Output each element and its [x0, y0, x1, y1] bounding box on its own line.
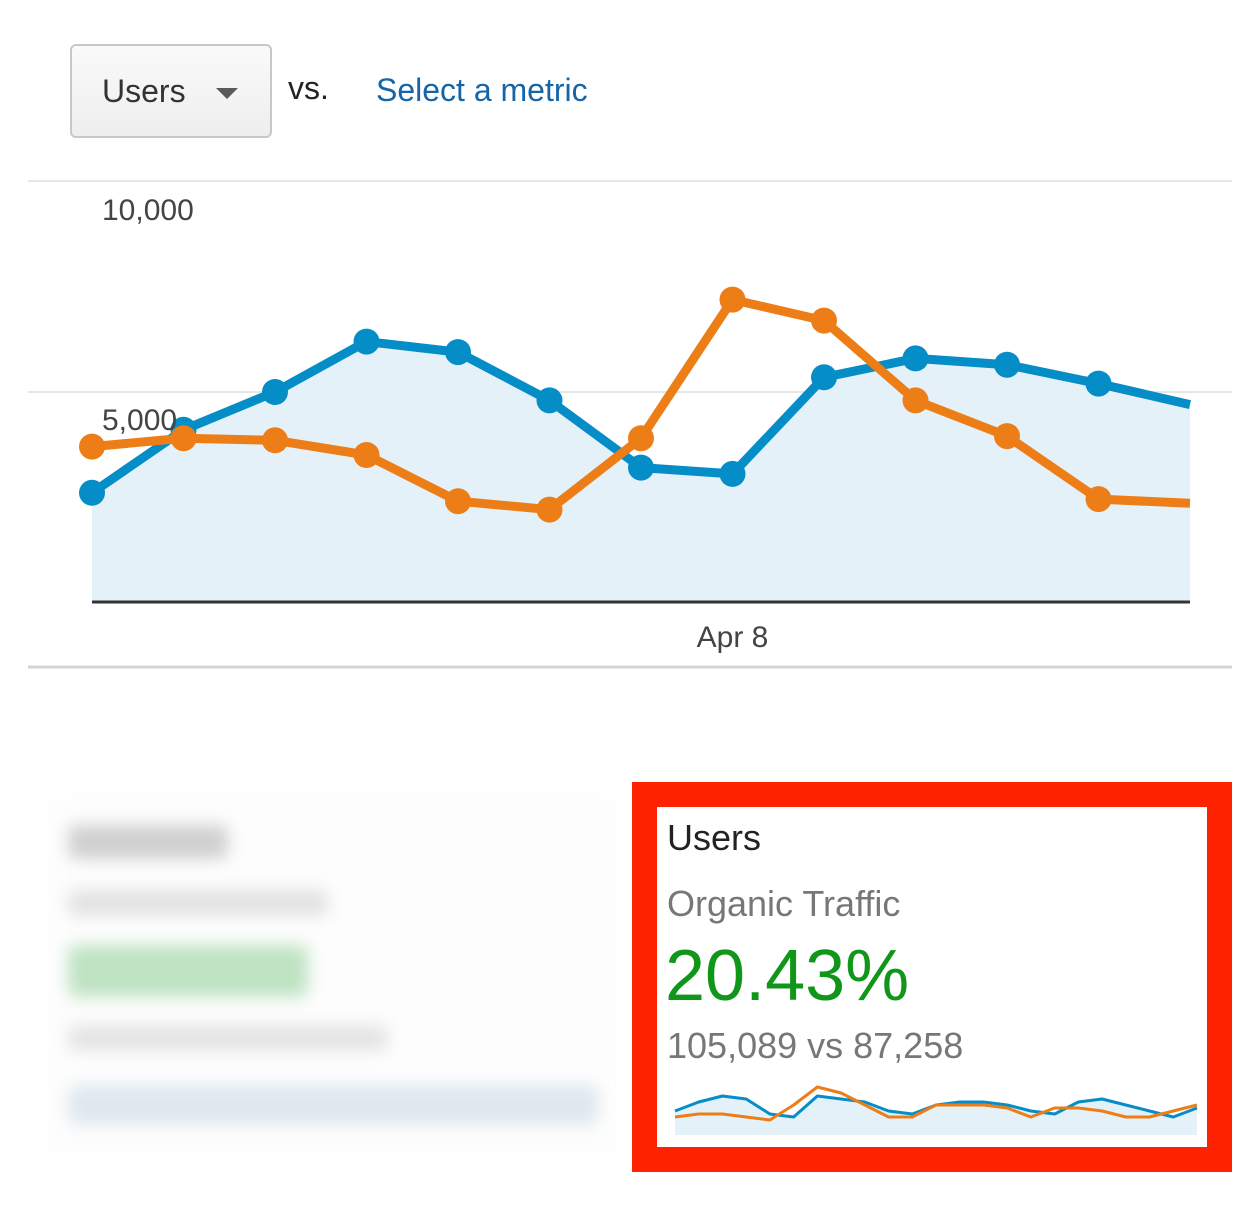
series-primary-point	[1085, 370, 1112, 397]
series-compare-point	[79, 433, 105, 460]
scorecard-sparkline	[674, 1085, 1198, 1135]
metric-select-dropdown[interactable]: Users	[70, 44, 272, 138]
series-primary-point	[79, 479, 105, 506]
y-tick-label: 5,000	[102, 404, 177, 437]
metric-select-label: Users	[102, 72, 186, 109]
series-compare-point	[994, 423, 1020, 450]
series-compare-point	[719, 286, 746, 313]
sparkline-area	[675, 1096, 1197, 1135]
chevron-down-icon	[216, 88, 238, 99]
blurred-scorecard	[48, 795, 618, 1155]
x-tick-label: Apr 8	[697, 621, 769, 654]
series-compare-point	[902, 387, 929, 414]
series-primary-point	[902, 345, 929, 372]
series-compare-point	[628, 425, 654, 452]
series-compare-point	[536, 496, 563, 523]
scorecard-segment: Organic Traffic	[667, 883, 901, 924]
series-compare-point	[170, 425, 197, 452]
users-scorecard[interactable]: Users Organic Traffic 20.43% 105,089 vs …	[632, 782, 1232, 1172]
series-primary-point	[628, 454, 654, 481]
y-tick-label: 10,000	[102, 194, 194, 227]
scorecard-title: Users	[667, 817, 762, 858]
scorecard-change-percent: 20.43%	[665, 936, 910, 1016]
sparkline-compare-line	[674, 1085, 1198, 1122]
series-primary-point	[994, 351, 1020, 378]
main-chart-svg: 10,000 5,000 Apr 8	[28, 180, 1232, 669]
series-primary-point	[719, 460, 746, 487]
series-compare-point	[1085, 486, 1112, 513]
series-primary-point	[536, 387, 563, 414]
series-compare-point	[445, 488, 471, 515]
series-compare-point	[262, 427, 288, 454]
series-primary-point	[445, 339, 471, 366]
series-primary-point	[353, 328, 380, 355]
series-primary-point	[811, 364, 837, 391]
series-primary-point	[262, 379, 288, 405]
scorecard-comparison: 105,089 vs 87,258	[667, 1025, 964, 1066]
main-line-chart: 10,000 5,000 Apr 8	[0, 170, 1260, 680]
series-compare-point	[353, 442, 380, 468]
select-metric-link[interactable]: Select a metric	[376, 72, 588, 108]
vs-label: vs.	[288, 70, 329, 106]
series-compare-point	[811, 307, 837, 334]
